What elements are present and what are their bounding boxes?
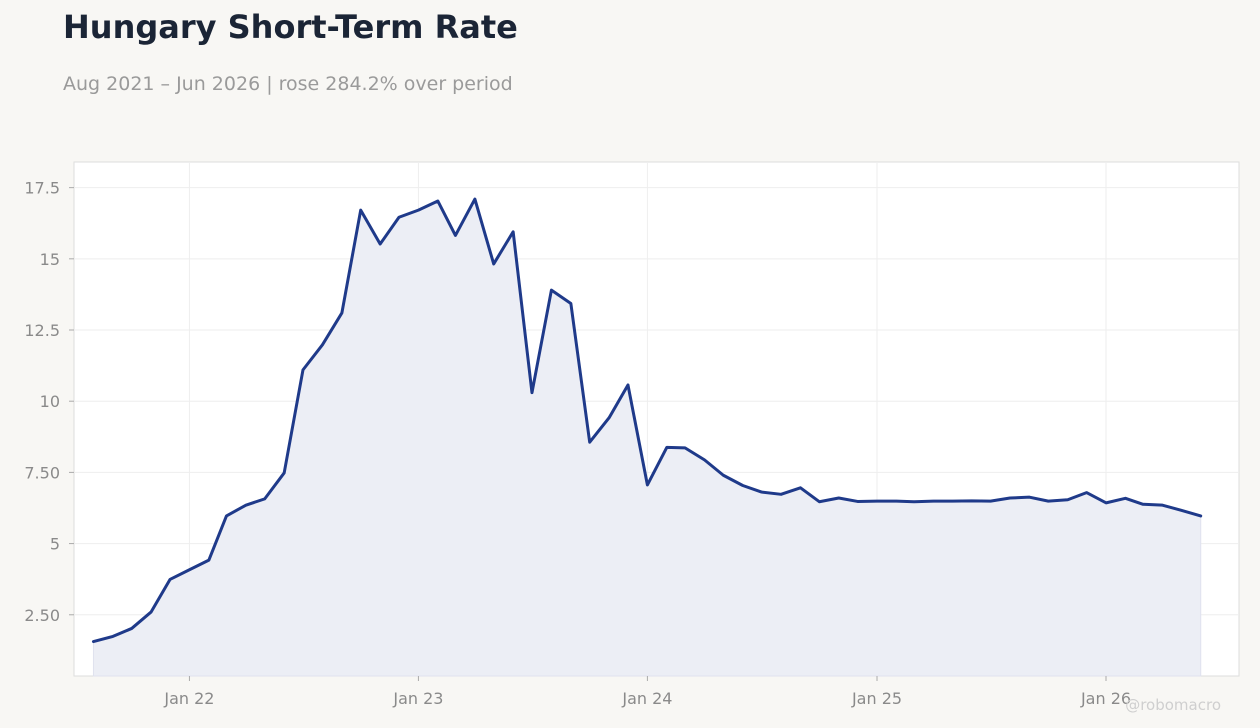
data-point [283, 471, 286, 474]
data-point [454, 234, 457, 237]
data-point [244, 504, 247, 507]
data-point [684, 446, 687, 449]
data-point [512, 230, 515, 233]
x-tick-label: Jan 24 [621, 689, 672, 708]
data-point [1028, 496, 1031, 499]
data-point [588, 441, 591, 444]
data-point [1085, 491, 1088, 494]
x-tick-label: Jan 23 [392, 689, 443, 708]
data-point [340, 311, 343, 314]
data-point [741, 484, 744, 487]
data-point [417, 209, 420, 212]
data-point [1161, 504, 1164, 507]
y-tick-label: 17.5 [24, 179, 60, 198]
x-tick-label: Jan 26 [1080, 689, 1131, 708]
data-point [436, 200, 439, 203]
data-point [780, 493, 783, 496]
data-point [799, 486, 802, 489]
data-point [207, 559, 210, 562]
data-point [818, 500, 821, 503]
data-point [608, 416, 611, 419]
data-point [989, 500, 992, 503]
x-axis-ticks: Jan 22 Jan 23 Jan 24 Jan 25 Jan 26 [163, 676, 1131, 708]
y-tick-label: 15 [40, 250, 60, 269]
data-point [150, 610, 153, 613]
watermark: @robomacro [1125, 696, 1221, 714]
data-point [856, 500, 859, 503]
chart-subtitle: Aug 2021 – Jun 2026 | rose 284.2% over p… [63, 73, 513, 95]
data-point [646, 483, 649, 486]
data-point [92, 640, 95, 643]
data-point [703, 458, 706, 461]
data-point [1105, 501, 1108, 504]
data-point [1009, 497, 1012, 500]
data-point [1066, 498, 1069, 501]
data-point [1180, 509, 1183, 512]
data-point [970, 499, 973, 502]
chart-title: Hungary Short-Term Rate [63, 8, 518, 46]
data-point [492, 262, 495, 265]
y-tick-label: 12.5 [24, 321, 60, 340]
data-point [379, 243, 382, 246]
y-axis-ticks: 2.50 5 7.50 10 12.5 15 17.5 [24, 179, 74, 625]
data-point [760, 491, 763, 494]
data-point [837, 497, 840, 500]
data-point [188, 568, 191, 571]
data-point [722, 474, 725, 477]
data-point [473, 198, 476, 201]
data-point [1199, 514, 1202, 517]
y-tick-label: 10 [40, 392, 60, 411]
data-point [225, 514, 228, 517]
data-point [932, 500, 935, 503]
data-point [168, 578, 171, 581]
y-tick-label: 2.50 [24, 606, 60, 625]
y-tick-label: 7.50 [24, 463, 60, 482]
data-point [301, 368, 304, 371]
x-tick-label: Jan 22 [163, 689, 214, 708]
data-point [895, 500, 898, 503]
data-point [1124, 497, 1127, 500]
data-point [665, 446, 668, 449]
data-point [263, 497, 266, 500]
data-point [130, 627, 133, 630]
data-point [876, 500, 879, 503]
data-point [550, 289, 553, 292]
data-point [626, 383, 629, 386]
data-point [397, 216, 400, 219]
data-point [569, 302, 572, 305]
x-tick-label: Jan 25 [851, 689, 902, 708]
data-point [530, 391, 533, 394]
y-tick-label: 5 [50, 535, 60, 554]
data-point [321, 343, 324, 346]
data-point [359, 209, 362, 212]
data-point [1142, 503, 1145, 506]
data-point [111, 635, 114, 638]
data-point [951, 500, 954, 503]
data-point [913, 500, 916, 503]
series-line [91, 197, 1203, 644]
data-point [1047, 500, 1050, 503]
